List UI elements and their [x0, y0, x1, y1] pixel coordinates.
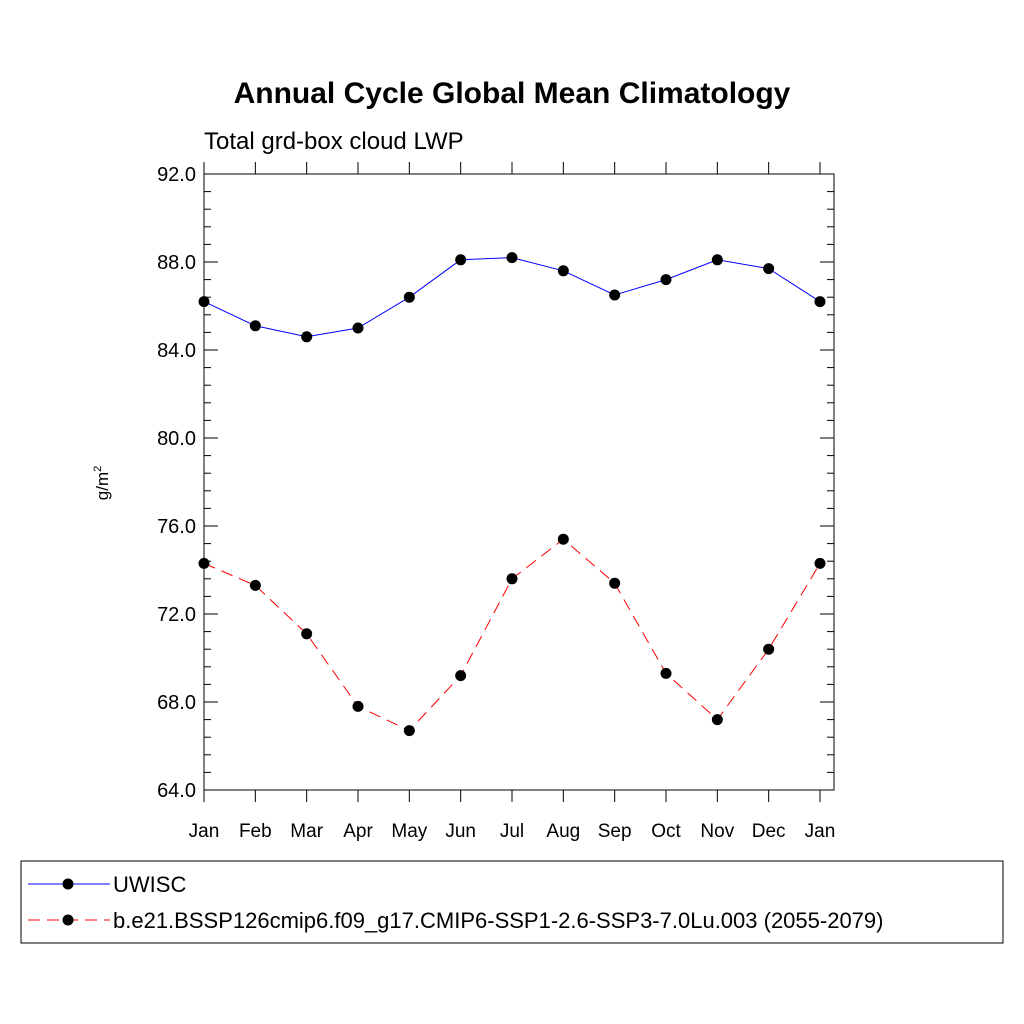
data-point	[455, 254, 467, 266]
x-tick-label: Jan	[189, 821, 220, 842]
y-axis-label-superscript: 2	[92, 466, 104, 472]
legend-marker	[62, 878, 74, 890]
data-point	[198, 557, 210, 569]
y-axis-label-text: g/m	[93, 472, 112, 500]
data-point	[506, 573, 518, 585]
x-tick-label: Jul	[500, 821, 524, 842]
y-tick-label: 88.0	[157, 252, 196, 274]
chart-subtitle: Total grd-box cloud LWP	[204, 128, 464, 155]
y-tick-label: 64.0	[157, 780, 196, 802]
svg-text:g/m2: g/m2	[92, 466, 112, 500]
data-point	[763, 263, 775, 275]
data-point	[814, 296, 826, 308]
data-point	[660, 274, 672, 286]
data-point	[711, 714, 723, 726]
legend-label: b.e21.BSSP126cmip6.f09_g17.CMIP6-SSP1-2.…	[113, 908, 883, 933]
data-point	[763, 643, 775, 655]
series-2	[198, 533, 826, 737]
data-point	[506, 252, 518, 264]
x-tick-label: Feb	[239, 821, 272, 842]
series-line	[203, 257, 821, 338]
legend-label: UWISC	[113, 872, 186, 897]
x-tick-label: Jan	[805, 821, 836, 842]
data-point	[352, 322, 364, 334]
data-point	[403, 291, 415, 303]
series-line	[203, 538, 821, 732]
data-point	[301, 628, 313, 640]
x-tick-label: Aug	[546, 821, 580, 842]
data-point	[660, 667, 672, 679]
chart-title: Annual Cycle Global Mean Climatology	[234, 77, 791, 110]
data-point	[301, 331, 313, 343]
data-point	[249, 320, 261, 332]
y-axis-label: g/m2	[92, 466, 112, 500]
x-tick-label: Oct	[651, 821, 681, 842]
x-tick-label: May	[391, 821, 427, 842]
x-tick-label: Apr	[343, 821, 373, 842]
x-tick-label: Mar	[290, 821, 323, 842]
y-tick-label: 84.0	[157, 340, 196, 362]
y-tick-label: 80.0	[157, 428, 196, 450]
plot-area: 64.0 68.0 72.0 76.0 80.0 84.0 88.0 92.0 Jan Feb Ma…	[157, 162, 835, 842]
x-tick-label: Dec	[752, 821, 786, 842]
data-point	[557, 533, 569, 545]
y-tick-label: 68.0	[157, 692, 196, 714]
data-point	[249, 579, 261, 591]
y-tick-label: 76.0	[157, 516, 196, 538]
legend-box	[20, 860, 1004, 944]
data-point	[198, 296, 210, 308]
legend-marker	[62, 914, 74, 926]
data-point	[711, 254, 723, 266]
y-tick-label: 92.0	[157, 164, 196, 186]
x-tick-label: Jun	[445, 821, 476, 842]
data-point	[814, 557, 826, 569]
x-tick-label: Sep	[598, 821, 632, 842]
data-point	[557, 265, 569, 277]
data-point	[352, 700, 364, 712]
data-point	[455, 670, 467, 682]
data-point	[609, 577, 621, 589]
y-tick-label: 72.0	[157, 604, 196, 626]
series-1	[198, 252, 826, 343]
x-tick-label: Nov	[700, 821, 734, 842]
data-point	[609, 289, 621, 301]
plot-frame	[203, 173, 835, 791]
data-point	[403, 725, 415, 737]
legend: UWISC b.e21.BSSP126cmip6.f09_g17.CMIP6-SS…	[20, 860, 1004, 944]
